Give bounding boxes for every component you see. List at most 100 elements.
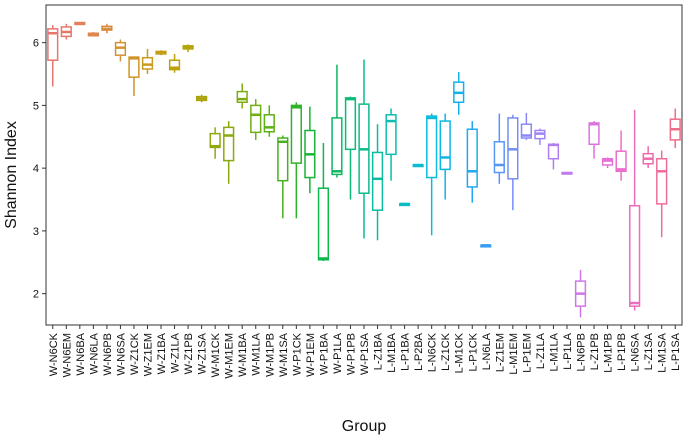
iqr-box — [168, 59, 181, 71]
box-w-m1ba — [236, 83, 248, 109]
x-tick-label: W-N6PB — [102, 333, 114, 376]
y-axis: 2 3 4 5 6 — [33, 38, 46, 301]
box-l-m1sa — [656, 150, 668, 238]
box-w-z1ba — [155, 50, 167, 56]
box-w-z1ck — [128, 56, 140, 96]
iqr-box — [47, 28, 59, 61]
iqr-box — [250, 104, 262, 134]
box-w-z1la — [168, 53, 181, 73]
x-tick-label: L-Z1PB — [589, 333, 601, 370]
x-axis-title: Group — [342, 418, 387, 435]
x-tick-label: L-Z1SA — [643, 332, 655, 370]
x-tick-label: L-Z1CK — [440, 332, 452, 371]
x-tick-label: L-Z1EM — [494, 333, 506, 372]
box-w-n6la — [87, 31, 99, 37]
y-tick-label: 2 — [33, 289, 39, 301]
x-tick-label: L-Z1BA — [373, 332, 385, 370]
box-w-m1pb — [263, 105, 275, 137]
x-tick-label: W-P1LA — [332, 332, 344, 373]
iqr-box — [141, 56, 154, 70]
iqr-box — [615, 150, 627, 173]
box-w-n6em — [60, 23, 72, 40]
box-w-n6sa — [114, 39, 127, 62]
box-w-m1ck — [209, 127, 221, 159]
box-l-n6pb — [574, 269, 587, 318]
iqr-box — [277, 137, 289, 182]
box-series — [47, 21, 681, 318]
iqr-box — [290, 104, 302, 164]
x-tick-label: W-M1PB — [264, 333, 276, 377]
y-axis-title: Shannon Index — [3, 121, 20, 229]
iqr-box — [236, 90, 248, 104]
iqr-box — [331, 117, 343, 176]
x-tick-label: L-P1CK — [467, 332, 479, 371]
iqr-box — [547, 143, 560, 160]
box-l-n6sa — [629, 109, 641, 311]
box-l-n6la — [480, 244, 492, 248]
x-tick-label: W-N6CK — [48, 332, 60, 376]
x-tick-label: W-N6BA — [75, 332, 87, 375]
box-l-z1ck — [439, 113, 451, 200]
y-tick-label: 5 — [33, 100, 39, 112]
x-tick-label: W-Z1SA — [197, 332, 209, 374]
x-axis: W-N6CK W-N6EM W-N6BA W-N6LA W-N6PB W-N6SA W-Z1… — [48, 325, 682, 379]
x-tick-label: W-M1SA — [278, 332, 290, 376]
box-w-n6ba — [74, 21, 86, 26]
x-tick-label: W-P1PB — [345, 333, 357, 375]
x-tick-label: W-M1EM — [224, 333, 236, 379]
x-tick-label: L-N6CK — [427, 332, 439, 372]
x-tick-label: L-M1EM — [508, 333, 520, 375]
box-l-m1em — [507, 114, 519, 211]
box-l-z1sa — [642, 146, 654, 169]
y-tick-label: 3 — [33, 226, 39, 238]
x-tick-label: W-P1BA — [318, 332, 330, 375]
box-l-p1ba — [398, 202, 411, 207]
box-w-z1sa — [195, 94, 208, 103]
x-tick-label: L-Z1LA — [535, 332, 547, 369]
box-l-p1sa — [669, 108, 681, 149]
x-tick-label: W-P1SA — [359, 332, 371, 375]
box-l-p1la — [561, 171, 573, 175]
x-tick-label: W-M1CK — [210, 332, 222, 377]
x-tick-label: W-Z1CK — [129, 332, 141, 375]
y-tick-label: 6 — [33, 38, 39, 50]
box-w-n6ck — [47, 25, 59, 87]
x-tick-label: L-M1CK — [454, 332, 466, 373]
x-tick-label: L-M1SA — [657, 332, 669, 372]
x-tick-label: L-P1PB — [616, 333, 628, 371]
box-w-p1ba — [317, 143, 330, 261]
box-l-p1em — [520, 112, 533, 140]
x-tick-label: W-P1CK — [291, 332, 303, 375]
iqr-box — [371, 151, 384, 211]
box-w-z1pb — [182, 44, 194, 53]
iqr-box — [114, 41, 127, 56]
x-tick-label: W-Z1BA — [156, 332, 168, 374]
iqr-box — [629, 205, 641, 307]
box-l-m1ba — [385, 108, 397, 181]
x-tick-label: W-N6SA — [115, 332, 127, 375]
x-tick-label: W-P1EM — [305, 333, 317, 377]
x-tick-label: W-Z1LA — [170, 332, 182, 373]
iqr-box — [588, 122, 600, 146]
x-tick-label: L-M1PB — [603, 333, 615, 373]
iqr-box — [520, 123, 533, 139]
box-w-z1em — [141, 48, 154, 75]
x-tick-label: L-P1BA — [400, 332, 412, 371]
iqr-box — [128, 56, 140, 78]
x-tick-label: L-P1SA — [670, 332, 682, 371]
iqr-box — [385, 114, 397, 156]
box-l-z1ba — [371, 124, 384, 241]
iqr-box — [466, 128, 478, 188]
box-w-p1pb — [344, 96, 357, 200]
box-w-p1ck — [290, 102, 302, 219]
iqr-box — [439, 120, 451, 171]
iqr-box — [263, 114, 275, 133]
box-l-m1la — [547, 143, 560, 170]
iqr-box — [426, 115, 438, 179]
x-tick-label: W-Z1PB — [183, 333, 195, 374]
box-l-z1la — [534, 128, 546, 145]
box-w-n6pb — [101, 23, 113, 34]
x-tick-label: W-M1LA — [251, 332, 263, 375]
x-tick-label: L-P1EM — [521, 333, 533, 373]
